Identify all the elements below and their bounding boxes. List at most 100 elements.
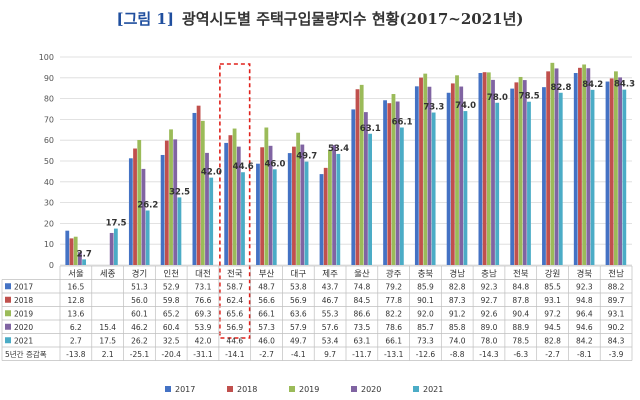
table-cell: 56.9 xyxy=(290,296,307,305)
table-cell: 88.9 xyxy=(512,323,529,332)
legend: 2017 2018 2019 2020 2021 xyxy=(165,385,443,394)
category-label: 울산 xyxy=(354,268,370,279)
bar xyxy=(300,144,305,265)
bar xyxy=(65,230,70,265)
bar xyxy=(554,68,559,265)
bar xyxy=(491,79,495,265)
bar xyxy=(209,177,214,265)
table-cell: 97.2 xyxy=(544,309,561,318)
bar xyxy=(351,109,356,265)
table-cell: 86.6 xyxy=(354,309,371,318)
bar xyxy=(260,147,265,265)
bar xyxy=(414,86,419,265)
data-label: 42.0 xyxy=(201,168,222,178)
change-cell: -8.1 xyxy=(577,350,592,359)
data-label: 63.1 xyxy=(360,124,381,134)
legend-entry: 2020 xyxy=(361,385,381,394)
data-label: 32.5 xyxy=(169,187,190,197)
table-cell: 6.2 xyxy=(70,323,82,332)
bar xyxy=(586,68,591,266)
table-cell: 78.0 xyxy=(481,336,498,345)
table-cell: 69.3 xyxy=(195,309,212,318)
bar xyxy=(164,140,169,265)
data-label: 17.5 xyxy=(106,219,127,229)
y-tick-label: 50 xyxy=(44,157,54,166)
bar xyxy=(296,132,301,265)
bar xyxy=(137,139,142,265)
table-cell: 12.8 xyxy=(68,296,85,305)
table-cell: 49.7 xyxy=(290,336,307,345)
table-cell: 84.5 xyxy=(354,296,371,305)
table-cell: 73.3 xyxy=(417,336,434,345)
table-cell: 92.3 xyxy=(576,282,593,291)
table-cell: 85.9 xyxy=(417,282,434,291)
bar xyxy=(363,112,368,266)
bar xyxy=(332,145,337,265)
bar xyxy=(387,103,392,266)
table-cell: 57.3 xyxy=(258,323,275,332)
y-tick-label: 70 xyxy=(44,115,54,124)
table-cell: 74.0 xyxy=(449,336,466,345)
table-cell: 44.6 xyxy=(226,336,243,345)
bar xyxy=(395,101,400,266)
bar xyxy=(431,112,436,265)
bar xyxy=(200,120,205,265)
y-tick-label: 90 xyxy=(44,74,54,83)
bar xyxy=(518,76,523,265)
bar xyxy=(514,82,519,265)
data-label: 84.2 xyxy=(582,80,603,90)
data-label: 49.7 xyxy=(296,152,317,162)
change-cell: -25.1 xyxy=(130,350,150,359)
bar xyxy=(399,127,404,266)
table-cell: 93.1 xyxy=(608,309,625,318)
bar xyxy=(141,168,146,265)
table-cell: 84.8 xyxy=(512,282,529,291)
table-cell: 78.6 xyxy=(385,323,402,332)
bar xyxy=(546,71,551,266)
legend-swatch xyxy=(227,386,233,392)
table-cell: 92.6 xyxy=(481,309,498,318)
table-cell: 73.1 xyxy=(195,282,212,291)
table-cell: 58.7 xyxy=(226,282,243,291)
bar xyxy=(590,89,595,265)
data-label: 26.2 xyxy=(137,201,158,211)
bar xyxy=(177,197,182,265)
bar xyxy=(582,64,587,265)
table-cell: 88.2 xyxy=(608,282,625,291)
category-label: 인천 xyxy=(163,268,179,279)
legend-swatch xyxy=(413,386,419,392)
table-cell: 84.3 xyxy=(608,336,625,345)
category-label: 충북 xyxy=(418,269,434,279)
data-label: 74.0 xyxy=(455,101,476,111)
change-cell: 9.7 xyxy=(324,350,336,359)
legend-swatch xyxy=(289,386,295,392)
table-cell: 59.8 xyxy=(163,296,180,305)
table-cell: 56.6 xyxy=(258,296,275,305)
change-cell: -12.6 xyxy=(416,350,436,359)
bar xyxy=(550,62,555,265)
bar xyxy=(336,153,341,265)
bar xyxy=(73,236,78,265)
bar xyxy=(478,73,483,266)
table-cell: 91.2 xyxy=(449,309,466,318)
table-cell: 82.2 xyxy=(385,309,402,318)
bar xyxy=(69,238,74,265)
change-cell: -2.7 xyxy=(545,350,560,359)
data-label: 44.6 xyxy=(233,162,254,172)
table-cell: 85.5 xyxy=(544,282,561,291)
change-cell: -14.1 xyxy=(225,350,245,359)
row-header: 2019 xyxy=(14,309,33,318)
bar xyxy=(236,146,241,265)
legend-entry: 2017 xyxy=(175,385,195,394)
category-label: 서울 xyxy=(68,269,84,279)
change-cell: 2.1 xyxy=(102,350,114,359)
table-cell: 82.8 xyxy=(449,282,466,291)
table-cell: 85.7 xyxy=(417,323,434,332)
table-cell: 52.9 xyxy=(163,282,180,291)
table-cell: 87.3 xyxy=(449,296,466,305)
category-label: 전국 xyxy=(227,268,243,279)
category-label: 광주 xyxy=(386,268,402,279)
table-cell: 94.6 xyxy=(576,323,593,332)
y-tick-label: 100 xyxy=(39,53,54,62)
data-label: 78.0 xyxy=(487,93,508,103)
